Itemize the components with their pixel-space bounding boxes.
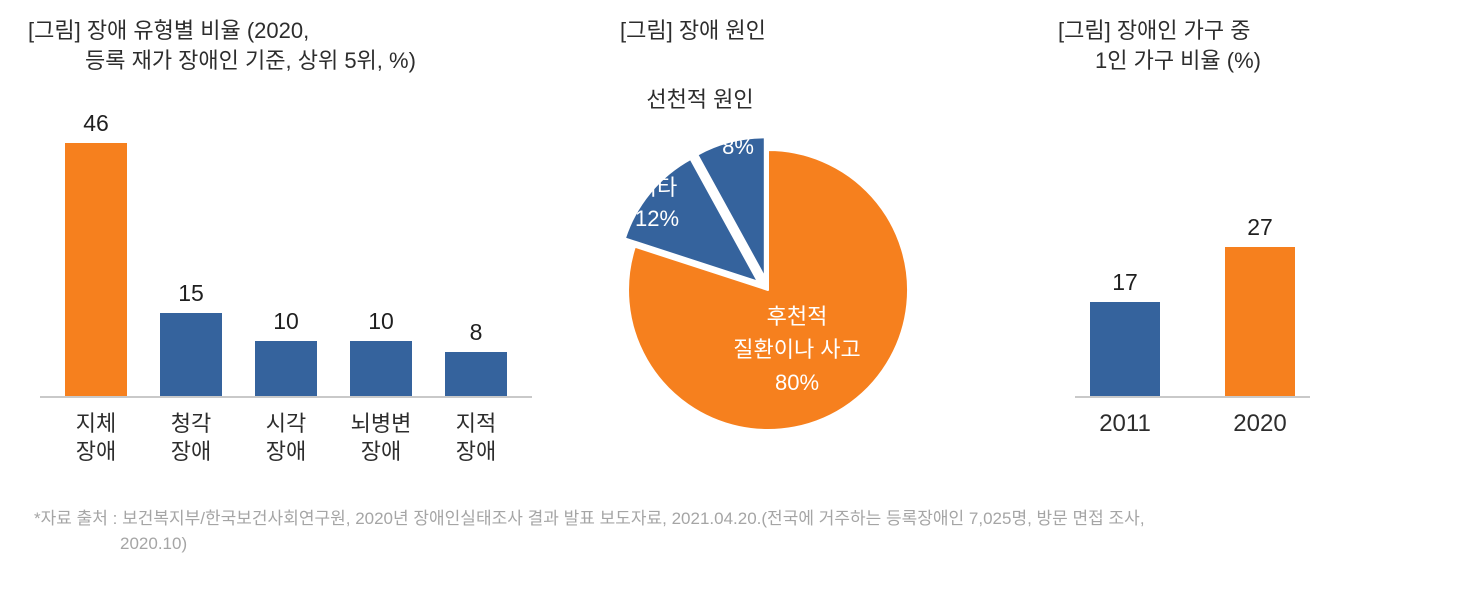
source-note: *자료 출처 : 보건복지부/한국보건사회연구원, 2020년 장애인실태조사 … bbox=[34, 506, 1334, 556]
bar-group: 10 bbox=[254, 308, 318, 396]
bar-group: 27 bbox=[1220, 214, 1300, 396]
chart-title-line1: [그림] 장애 유형별 비율 (2020, bbox=[28, 18, 310, 43]
category-label: 지체 장애 bbox=[75, 411, 117, 464]
bar-group: 15 bbox=[159, 280, 223, 396]
bar-value-label: 15 bbox=[178, 280, 204, 306]
bar-value-label: 8 bbox=[469, 319, 483, 345]
pie-label-acquired-line1: 후천적 bbox=[766, 304, 828, 329]
category-label: 지적 장애 bbox=[455, 411, 497, 464]
bar-chart-disability-types: [그림] 장애 유형별 비율 (2020, 등록 재가 장애인 기준, 상위 5… bbox=[28, 16, 558, 466]
chart-title-disability-types: [그림] 장애 유형별 비율 (2020, 등록 재가 장애인 기준, 상위 5… bbox=[28, 16, 558, 76]
chart-title-line1: [그림] 장애인 가구 중 bbox=[1058, 18, 1251, 43]
category-label: 2011 bbox=[1099, 410, 1151, 437]
bar bbox=[350, 341, 412, 396]
category-label: 뇌병변 장애 bbox=[350, 411, 412, 464]
pie-label-acquired-line2: 질환이나 사고 bbox=[733, 337, 861, 362]
category-label: 2020 bbox=[1233, 410, 1287, 437]
bar-group: 8 bbox=[444, 319, 508, 396]
pie-slice bbox=[696, 136, 766, 279]
category-label: 청각 장애 bbox=[170, 411, 212, 464]
bar-value-label: 46 bbox=[83, 110, 109, 136]
pie-pct-congenital: 8% bbox=[722, 134, 754, 159]
bars-area: 17 27 bbox=[1075, 112, 1310, 398]
bars-area: 46 15 10 10 8 bbox=[40, 110, 532, 398]
pie-label-misc-name: 기타 bbox=[636, 175, 678, 200]
pie-label-congenital: 선천적 원인 bbox=[646, 87, 754, 112]
bar bbox=[1090, 302, 1160, 396]
category-labels: 2011 2020 bbox=[1075, 410, 1310, 438]
pie-slice bbox=[627, 149, 909, 431]
pie-label-acquired: 후천적 질환이나 사고 80% bbox=[712, 300, 882, 399]
chart-title-line2: 1인 가구 비율 (%) bbox=[1095, 48, 1261, 73]
pie-slice bbox=[623, 157, 759, 283]
bar bbox=[255, 341, 317, 396]
bar-value-label: 10 bbox=[273, 308, 299, 334]
chart-title-line2: 등록 재가 장애인 기준, 상위 5위, %) bbox=[85, 48, 416, 73]
category-labels: 지체 장애 청각 장애 시각 장애 뇌병변 장애 지적 장애 bbox=[40, 410, 532, 466]
bar-value-label: 17 bbox=[1112, 269, 1138, 295]
pie-pct-acquired: 80% bbox=[774, 370, 820, 395]
category-label: 시각 장애 bbox=[265, 411, 307, 464]
chart-title-single-households: [그림] 장애인 가구 중 1인 가구 비율 (%) bbox=[1058, 16, 1368, 76]
bar-group: 10 bbox=[349, 308, 413, 396]
chart-title-disability-causes: [그림] 장애 원인 bbox=[620, 16, 766, 46]
source-note-line1: *자료 출처 : 보건복지부/한국보건사회연구원, 2020년 장애인실태조사 … bbox=[34, 509, 1145, 528]
pie-pct-misc: 12% bbox=[634, 206, 680, 231]
source-note-line2: 2020.10) bbox=[120, 534, 188, 553]
bar-chart-single-households: [그림] 장애인 가구 중 1인 가구 비율 (%) 17 27 2011 2020 bbox=[1058, 16, 1368, 438]
bar-value-label: 10 bbox=[368, 308, 394, 334]
chart-title-line1: [그림] 장애 원인 bbox=[620, 18, 766, 43]
pie-wrap: [그림] 장애 원인 선천적 원인 8% 기타 12% 후천적 질환이나 사고 … bbox=[588, 16, 978, 496]
bar bbox=[160, 313, 222, 396]
bar-group: 17 bbox=[1085, 269, 1165, 396]
pie-svg bbox=[623, 136, 909, 431]
bar bbox=[1225, 247, 1295, 396]
pie-label-misc: 기타 12% bbox=[617, 172, 697, 234]
bar-value-label: 27 bbox=[1247, 214, 1273, 240]
bar-group: 46 bbox=[64, 110, 128, 396]
bar bbox=[65, 143, 127, 396]
pie-chart-disability-causes: [그림] 장애 원인 선천적 원인 8% 기타 12% 후천적 질환이나 사고 … bbox=[588, 16, 978, 496]
bar bbox=[445, 352, 507, 396]
